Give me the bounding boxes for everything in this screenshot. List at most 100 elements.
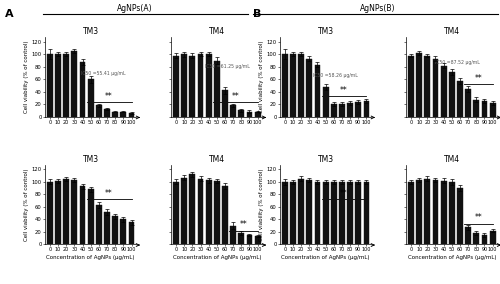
Bar xyxy=(173,182,179,244)
Bar xyxy=(214,181,220,244)
Y-axis label: Cell viability (% of control): Cell viability (% of control) xyxy=(259,168,264,241)
Bar xyxy=(322,182,328,244)
Bar xyxy=(440,181,446,244)
Bar xyxy=(364,182,370,244)
Text: AgNPs(A): AgNPs(A) xyxy=(117,4,153,13)
Bar xyxy=(356,102,361,117)
Bar xyxy=(449,182,454,244)
Y-axis label: Cell viability (% of control): Cell viability (% of control) xyxy=(24,168,29,241)
Bar xyxy=(416,53,422,117)
Bar xyxy=(424,179,430,244)
Bar xyxy=(112,112,118,117)
Bar xyxy=(104,109,110,117)
Title: TM3: TM3 xyxy=(82,155,99,164)
Bar xyxy=(306,180,312,244)
X-axis label: Concentration of AgNPs (μg/mL): Concentration of AgNPs (μg/mL) xyxy=(282,255,370,260)
Bar xyxy=(80,186,86,244)
Bar xyxy=(96,205,102,244)
Bar xyxy=(449,72,454,117)
Title: TM4: TM4 xyxy=(209,155,225,164)
Bar xyxy=(222,91,228,117)
Title: TM4: TM4 xyxy=(444,27,460,36)
Bar xyxy=(128,222,134,244)
Text: **: ** xyxy=(340,86,348,95)
Bar xyxy=(416,180,422,244)
Bar xyxy=(246,112,252,117)
Bar xyxy=(198,54,203,117)
Text: IC50 =58.26 μg/mL: IC50 =58.26 μg/mL xyxy=(314,73,358,78)
Bar xyxy=(112,216,118,244)
Bar xyxy=(408,182,414,244)
Bar xyxy=(356,182,361,244)
Bar xyxy=(47,54,53,117)
Bar xyxy=(314,182,320,244)
Bar xyxy=(72,51,78,117)
X-axis label: Concentration of AgNPs (μg/mL): Concentration of AgNPs (μg/mL) xyxy=(172,255,261,260)
Title: TM3: TM3 xyxy=(82,27,99,36)
Bar xyxy=(64,179,69,244)
Text: **: ** xyxy=(340,189,348,198)
Bar xyxy=(104,212,110,244)
Bar xyxy=(80,62,86,117)
Bar xyxy=(298,54,304,117)
Bar xyxy=(206,180,212,244)
X-axis label: Concentration of AgNPs (μg/mL): Concentration of AgNPs (μg/mL) xyxy=(408,255,496,260)
Bar xyxy=(190,56,196,117)
Text: IC50 =61.25 μg/mL: IC50 =61.25 μg/mL xyxy=(204,64,250,69)
Bar xyxy=(190,174,196,244)
Bar xyxy=(182,178,187,244)
Bar xyxy=(238,110,244,117)
Bar xyxy=(72,180,78,244)
Bar xyxy=(230,225,236,244)
Bar xyxy=(331,182,337,244)
Bar xyxy=(314,65,320,117)
Bar xyxy=(55,54,61,117)
Bar xyxy=(298,179,304,244)
Bar xyxy=(254,236,260,244)
Title: TM4: TM4 xyxy=(209,27,225,36)
Bar xyxy=(457,81,463,117)
Bar xyxy=(230,105,236,117)
Bar xyxy=(254,112,260,117)
Bar xyxy=(120,219,126,244)
Bar xyxy=(246,235,252,244)
Title: TM4: TM4 xyxy=(444,155,460,164)
Text: **: ** xyxy=(474,214,482,222)
Bar xyxy=(482,235,488,244)
Text: IC50 =87.52 μg/mL: IC50 =87.52 μg/mL xyxy=(436,60,480,65)
Bar xyxy=(474,100,479,117)
Bar xyxy=(214,60,220,117)
Bar xyxy=(347,182,353,244)
Bar xyxy=(432,180,438,244)
Bar xyxy=(120,112,126,117)
Y-axis label: Cell viability (% of control): Cell viability (% of control) xyxy=(259,41,264,113)
Text: AgNPs(B): AgNPs(B) xyxy=(360,4,395,13)
Bar xyxy=(96,105,102,117)
Bar xyxy=(64,54,69,117)
Text: **: ** xyxy=(232,92,239,101)
Bar xyxy=(55,181,61,244)
Text: **: ** xyxy=(105,189,113,198)
Title: TM3: TM3 xyxy=(318,27,334,36)
Bar xyxy=(457,188,463,244)
Bar xyxy=(282,182,288,244)
Bar xyxy=(290,54,296,117)
Text: B: B xyxy=(252,9,261,18)
Bar xyxy=(282,54,288,117)
Bar xyxy=(432,59,438,117)
Bar xyxy=(198,179,203,244)
Bar xyxy=(347,103,353,117)
Bar xyxy=(440,66,446,117)
Text: **: ** xyxy=(474,74,482,83)
Bar xyxy=(339,182,345,244)
Bar xyxy=(364,101,370,117)
Bar xyxy=(290,182,296,244)
Bar xyxy=(322,87,328,117)
Bar xyxy=(222,186,228,244)
Bar xyxy=(128,113,134,117)
Bar xyxy=(339,104,345,117)
Y-axis label: Cell viability (% of control): Cell viability (% of control) xyxy=(24,41,29,113)
Bar xyxy=(173,56,179,117)
Bar xyxy=(465,227,471,244)
Text: **: ** xyxy=(240,220,247,229)
